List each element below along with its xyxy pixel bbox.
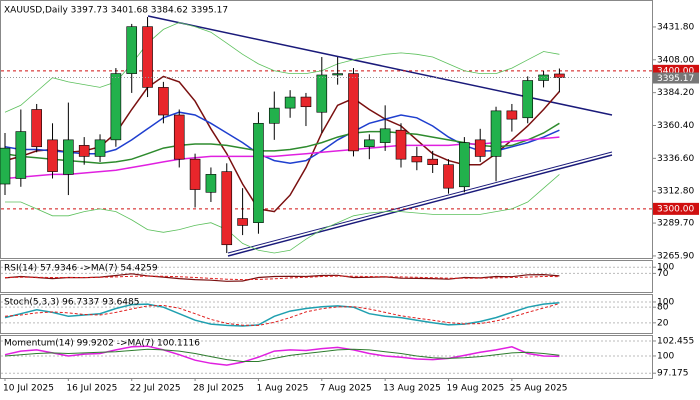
resistance-line bbox=[147, 15, 613, 116]
indicator-line bbox=[4, 345, 560, 366]
y-tick-label: 20 bbox=[657, 318, 669, 328]
candle-body bbox=[158, 87, 169, 116]
indicator-line bbox=[4, 302, 560, 327]
last-price-label: 3395.17 bbox=[657, 74, 694, 84]
candle-body bbox=[522, 80, 534, 119]
y-tick-label: 3336.60 bbox=[657, 154, 694, 164]
panel-title: Stoch(5,3,3) 96.7337 93.6485 bbox=[4, 298, 139, 308]
candle-body bbox=[47, 139, 58, 172]
candle-body bbox=[459, 142, 470, 188]
candle-body bbox=[268, 107, 280, 124]
y-tick-label: 3384.20 bbox=[657, 88, 694, 98]
x-tick-label: 25 Aug 2025 bbox=[510, 384, 568, 394]
candle-body bbox=[173, 114, 185, 160]
level-label-box bbox=[653, 202, 699, 215]
trendlines bbox=[147, 15, 613, 257]
candle-body bbox=[142, 26, 153, 88]
y-tick-label: 3408.00 bbox=[657, 55, 694, 65]
candle-body bbox=[364, 139, 375, 148]
candle-body bbox=[554, 73, 565, 78]
y-tick-label: 80 bbox=[657, 303, 669, 313]
indicator-line bbox=[5, 174, 560, 254]
chart-title: XAUUSD,Daily 3397.73 3401.68 3384.62 339… bbox=[4, 6, 228, 16]
panel-title: RSI(14) 57.9346 ->MA(7) 54.4259 bbox=[4, 264, 158, 274]
candle-body bbox=[205, 174, 217, 193]
x-tick-label: 13 Aug 2025 bbox=[383, 384, 441, 394]
x-tick-label: 16 Jul 2025 bbox=[66, 384, 117, 394]
candle-body bbox=[63, 139, 74, 175]
x-tick-label: 22 Jul 2025 bbox=[130, 384, 181, 394]
y-tick-label: 3312.80 bbox=[657, 187, 694, 197]
last-price-box bbox=[653, 72, 699, 84]
y-tick-label: 3360.40 bbox=[657, 121, 694, 131]
x-tick-label: 10 Jul 2025 bbox=[3, 384, 54, 394]
candle-body bbox=[15, 131, 27, 179]
candle-body bbox=[506, 110, 518, 120]
candle-body bbox=[411, 156, 423, 163]
y-tick-label: 100 bbox=[657, 351, 674, 361]
x-tick-label: 7 Aug 2025 bbox=[320, 384, 372, 394]
indicator-line bbox=[4, 303, 560, 326]
candle-body bbox=[126, 26, 138, 74]
candle-body bbox=[379, 128, 391, 143]
candle-body bbox=[94, 139, 106, 157]
candle-body bbox=[31, 109, 42, 148]
y-tick-label: 100 bbox=[657, 263, 674, 273]
indicator-line bbox=[4, 348, 560, 362]
y-tick-label: 97.175 bbox=[657, 369, 689, 379]
candle-body bbox=[237, 218, 248, 226]
support-line bbox=[227, 154, 613, 257]
x-tick-label: 1 Aug 2025 bbox=[256, 384, 308, 394]
y-tick-label: 70 bbox=[657, 269, 669, 279]
candle-body bbox=[427, 158, 438, 165]
x-tick-label: 28 Jul 2025 bbox=[193, 384, 244, 394]
candle-body bbox=[395, 129, 407, 160]
candle-body bbox=[221, 171, 233, 246]
indicator-line bbox=[4, 275, 560, 281]
panel-title: Momentum(14) 99.9202 ->MA(7) 100.1116 bbox=[4, 339, 200, 349]
price-panel bbox=[0, 0, 653, 259]
y-tick-label: 3431.80 bbox=[657, 22, 694, 32]
y-tick-label: 3289.70 bbox=[657, 219, 694, 229]
candle-body bbox=[0, 147, 11, 185]
candle-body bbox=[490, 110, 502, 157]
candle-body bbox=[189, 158, 201, 190]
x-tick-label: 19 Aug 2025 bbox=[447, 384, 505, 394]
level-label: 3300.00 bbox=[657, 204, 694, 214]
candle-body bbox=[253, 122, 264, 223]
candle-body bbox=[443, 164, 454, 189]
candle-body bbox=[332, 73, 343, 76]
candle-body bbox=[300, 96, 312, 108]
candle-body bbox=[474, 139, 486, 157]
candle-body bbox=[316, 74, 328, 113]
candle-body bbox=[110, 73, 122, 141]
level-label: 3400.00 bbox=[657, 66, 694, 76]
y-tick-label: 3265.90 bbox=[657, 251, 694, 261]
candle-body bbox=[348, 73, 359, 152]
candle-body bbox=[78, 145, 90, 157]
stoch-panel bbox=[0, 294, 653, 334]
y-tick-label: 100 bbox=[657, 297, 674, 307]
momentum-panel bbox=[0, 335, 653, 379]
candle-body bbox=[284, 96, 296, 109]
indicator-line bbox=[4, 22, 560, 113]
rsi-panel bbox=[0, 260, 653, 293]
y-tick-label: 102.455 bbox=[657, 336, 694, 346]
support-line bbox=[227, 151, 613, 254]
